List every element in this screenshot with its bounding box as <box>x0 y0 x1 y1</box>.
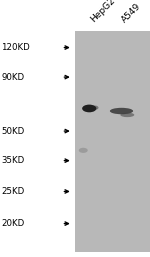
Ellipse shape <box>79 148 88 153</box>
Text: 50KD: 50KD <box>2 126 25 136</box>
Text: A549: A549 <box>120 2 143 24</box>
Ellipse shape <box>82 105 96 112</box>
Text: 120KD: 120KD <box>2 43 30 52</box>
Ellipse shape <box>120 113 134 117</box>
Text: 90KD: 90KD <box>2 72 25 82</box>
Ellipse shape <box>110 108 133 114</box>
Text: 25KD: 25KD <box>2 187 25 196</box>
Ellipse shape <box>91 106 99 110</box>
Text: 35KD: 35KD <box>2 156 25 165</box>
Bar <box>75 31 150 252</box>
Text: HepG2: HepG2 <box>89 0 117 24</box>
Text: 20KD: 20KD <box>2 219 25 228</box>
